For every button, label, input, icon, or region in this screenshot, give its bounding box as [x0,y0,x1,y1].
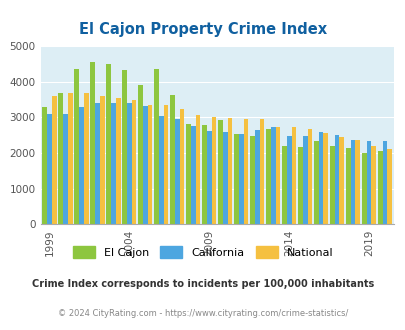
Text: Crime Index corresponds to incidents per 100,000 inhabitants: Crime Index corresponds to incidents per… [32,279,373,289]
Bar [361,153,366,224]
Bar [68,93,72,224]
Bar [323,133,328,224]
Bar [163,105,168,224]
Bar [190,126,195,224]
Bar [90,62,95,224]
Bar [52,96,56,224]
Bar [147,105,152,224]
Bar [265,129,270,224]
Bar [158,116,163,224]
Text: © 2024 CityRating.com - https://www.cityrating.com/crime-statistics/: © 2024 CityRating.com - https://www.city… [58,309,347,318]
Bar [302,136,307,224]
Bar [95,103,100,224]
Bar [355,140,359,224]
Bar [83,93,88,224]
Bar [179,109,184,224]
Bar [217,119,222,224]
Bar [243,118,248,224]
Bar [195,115,200,224]
Bar [286,136,291,224]
Legend: El Cajon, California, National: El Cajon, California, National [72,247,333,258]
Bar [222,132,227,224]
Bar [249,136,254,224]
Bar [270,127,275,224]
Bar [42,107,47,224]
Bar [122,70,127,224]
Bar [131,100,136,224]
Bar [259,119,264,224]
Bar [350,140,355,224]
Bar [291,127,296,224]
Bar [377,151,382,224]
Bar [202,125,206,224]
Bar [170,95,175,224]
Bar [318,132,323,224]
Bar [334,135,339,224]
Bar [106,64,111,224]
Bar [79,107,83,224]
Bar [313,141,318,224]
Bar [143,107,147,224]
Bar [154,69,158,224]
Bar [371,146,375,224]
Bar [238,134,243,224]
Bar [329,146,334,224]
Bar [58,92,63,224]
Bar [138,85,143,224]
Bar [281,146,286,224]
Bar [366,141,371,224]
Bar [339,137,343,224]
Bar [74,69,79,224]
Bar [233,134,238,224]
Bar [127,103,131,224]
Bar [307,129,311,224]
Bar [100,96,104,224]
Bar [185,124,190,224]
Bar [206,131,211,224]
Bar [254,130,259,224]
Bar [345,148,350,224]
Bar [275,127,279,224]
Bar [115,98,120,224]
Bar [386,149,391,224]
Bar [63,114,68,224]
Bar [211,117,216,224]
Bar [382,141,386,224]
Bar [47,114,52,224]
Bar [297,147,302,224]
Bar [175,119,179,224]
Text: El Cajon Property Crime Index: El Cajon Property Crime Index [79,22,326,37]
Bar [111,103,115,224]
Bar [227,118,232,224]
